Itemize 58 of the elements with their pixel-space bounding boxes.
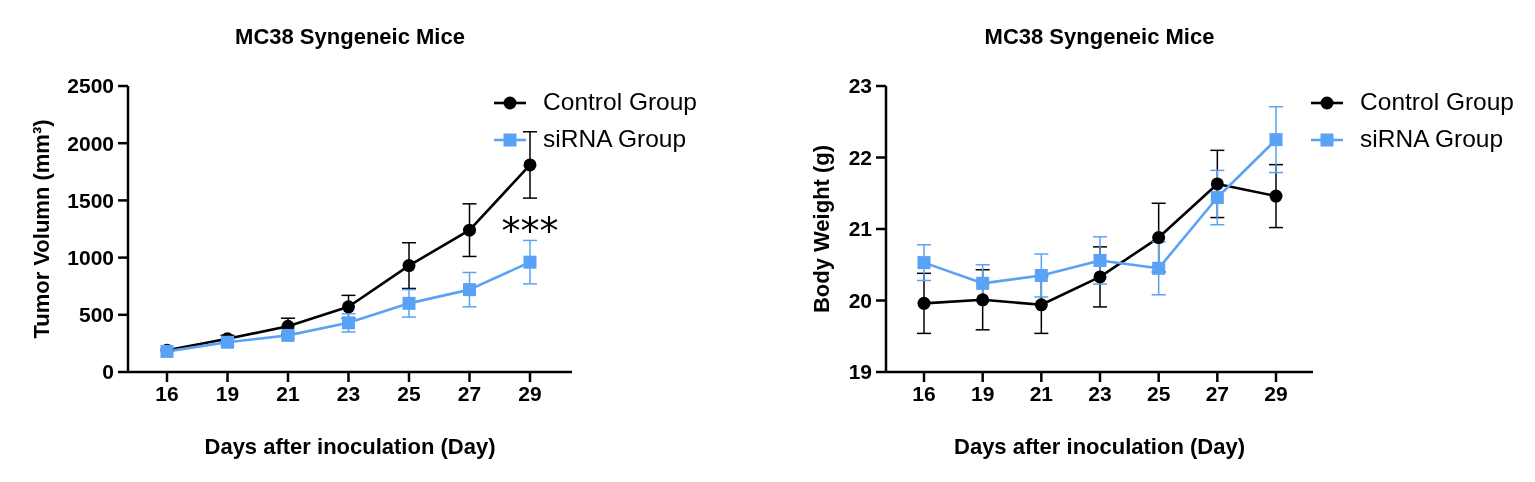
y-tick-label: 0 bbox=[102, 360, 114, 384]
x-tick-label: 21 bbox=[1029, 381, 1054, 405]
y-tick-label: 2500 bbox=[67, 74, 114, 98]
legend-label: Control Group bbox=[543, 88, 697, 116]
point bbox=[917, 296, 931, 310]
point bbox=[976, 276, 990, 290]
y-tick-label: 500 bbox=[78, 303, 114, 327]
y-tick-label: 20 bbox=[848, 288, 872, 312]
x-tick-label: 16 bbox=[912, 381, 936, 405]
point bbox=[342, 316, 355, 330]
point bbox=[1034, 268, 1048, 282]
y-tick-label: 23 bbox=[848, 74, 872, 98]
point bbox=[1093, 253, 1107, 267]
point bbox=[402, 259, 416, 273]
point bbox=[1034, 298, 1048, 312]
point bbox=[1210, 177, 1224, 191]
x-tick-label: 29 bbox=[1264, 381, 1288, 405]
y-axis-title: Body Weight (g) bbox=[809, 144, 834, 314]
x-tick-label: 25 bbox=[1146, 381, 1171, 405]
legend-label: siRNA Group bbox=[543, 125, 687, 153]
point bbox=[463, 283, 476, 297]
point bbox=[523, 255, 537, 269]
point bbox=[976, 293, 990, 307]
point bbox=[1152, 231, 1166, 245]
point bbox=[917, 256, 931, 270]
y-tick-label: 22 bbox=[848, 145, 872, 169]
point bbox=[1269, 133, 1283, 147]
x-axis-title: Days after inoculation (Day) bbox=[953, 434, 1246, 460]
point bbox=[342, 300, 355, 314]
y-tick-label: 19 bbox=[848, 360, 872, 384]
y-tick-label: 2000 bbox=[67, 131, 114, 155]
point bbox=[463, 223, 476, 237]
x-tick-label: 21 bbox=[276, 381, 300, 405]
point bbox=[1269, 189, 1283, 203]
x-tick-label: 27 bbox=[457, 381, 482, 405]
point bbox=[1210, 191, 1224, 205]
point bbox=[523, 158, 537, 172]
legend-label: siRNA Group bbox=[1360, 125, 1504, 153]
x-axis-title: Days after inoculation (Day) bbox=[203, 434, 497, 460]
x-tick-label: 16 bbox=[155, 381, 179, 405]
legend-label: Control Group bbox=[1360, 88, 1514, 116]
x-tick-label: 23 bbox=[336, 381, 361, 405]
y-tick-label: 1000 bbox=[67, 246, 114, 270]
x-tick-label: 25 bbox=[397, 381, 421, 405]
chart-title: MC38 Syngeneic Mice bbox=[983, 24, 1216, 50]
y-axis-title: Tumor Volumn (mm³) bbox=[29, 119, 54, 339]
annotation: *** bbox=[501, 209, 559, 253]
x-tick-label: 27 bbox=[1205, 381, 1230, 405]
x-tick-label: 19 bbox=[970, 381, 995, 405]
chart-title: MC38 Syngeneic Mice bbox=[234, 24, 466, 50]
x-tick-label: 19 bbox=[215, 381, 240, 405]
point bbox=[402, 296, 416, 310]
point bbox=[1152, 261, 1166, 275]
x-tick-label: 23 bbox=[1088, 381, 1112, 405]
y-tick-label: 1500 bbox=[67, 188, 114, 212]
y-tick-label: 21 bbox=[848, 217, 873, 241]
x-tick-label: 29 bbox=[518, 381, 542, 405]
point bbox=[1093, 270, 1107, 284]
